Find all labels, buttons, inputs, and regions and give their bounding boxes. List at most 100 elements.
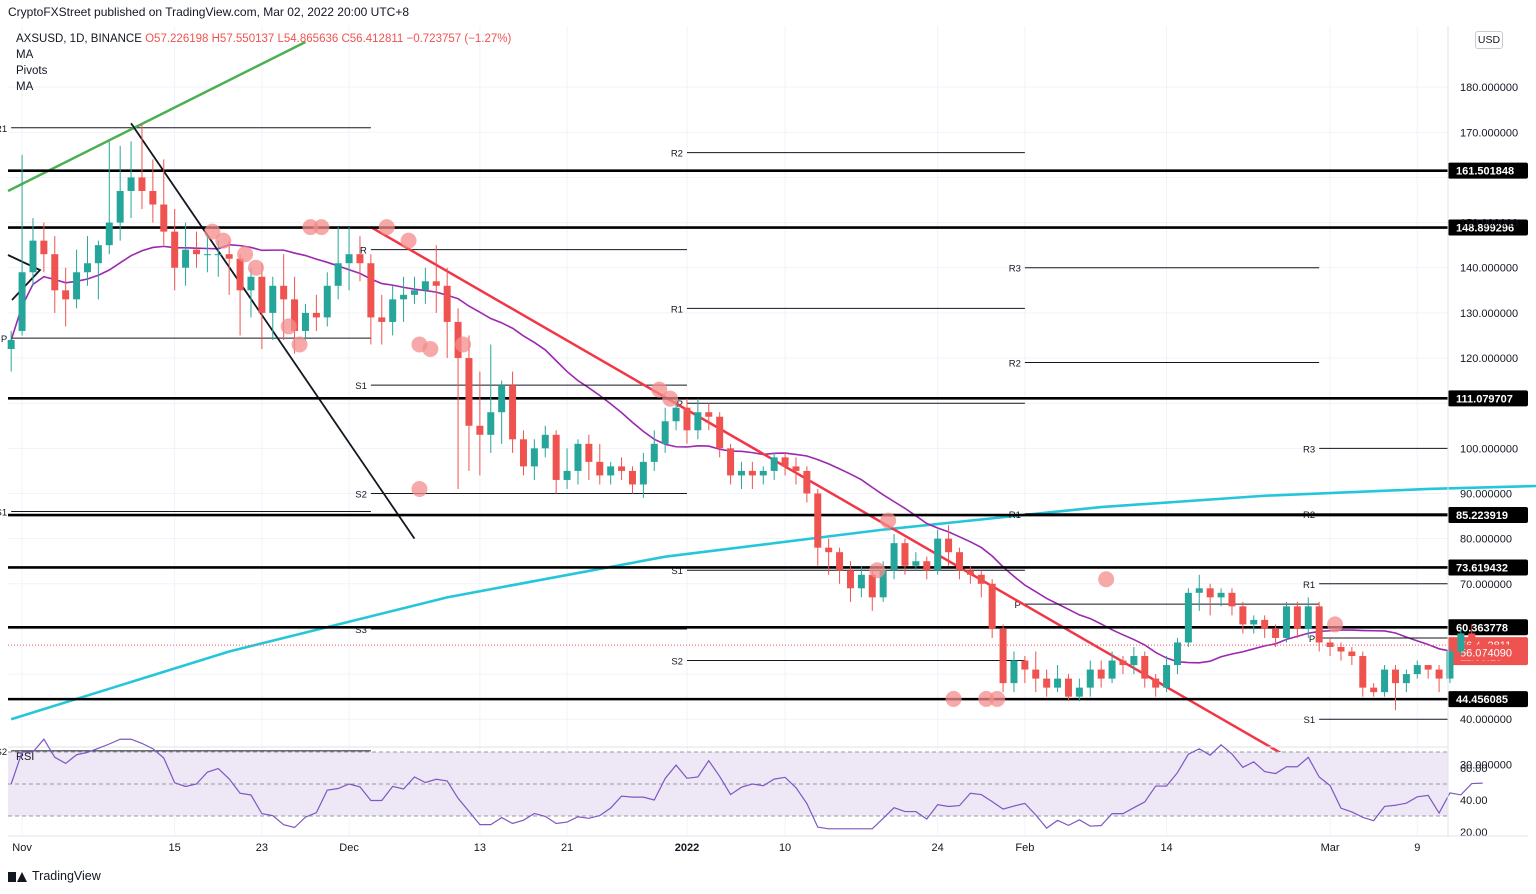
candle-body [1359,656,1367,688]
candle-body [498,385,506,413]
candle-body [323,285,331,318]
pivot-label: R1 [1303,580,1315,591]
candle-body [1381,669,1389,693]
touch-marker [455,336,472,353]
candle-body [1337,647,1345,652]
pivot-label: R1 [671,304,683,315]
price-tick-label: 180.000000 [1460,82,1518,94]
candle-body [421,281,429,291]
candle-body [1348,651,1356,657]
key-level-label: 44.456085 [1456,694,1508,706]
touch-marker [204,223,221,240]
candle-body [825,547,833,553]
candle-body [138,177,146,191]
key-level-tag [1448,219,1528,236]
candle-body [410,290,418,295]
key-level-label: 73.619432 [1456,562,1508,574]
candle-body [1457,633,1465,652]
price-tick-label: 80.000000 [1460,534,1512,546]
price-tick-label: 130.000000 [1460,308,1518,320]
pivot-label: S1 [0,508,7,519]
touch-marker [869,562,886,579]
candle-body [574,443,582,471]
key-level-label: 148.899296 [1456,223,1514,235]
candle-body [846,570,854,589]
candle-body [1261,619,1269,629]
legend-low: L54.865636 [277,33,339,45]
legend-indicator-ma[interactable]: MA [16,49,34,61]
price-tick-label: 70.000000 [1460,579,1512,591]
time-tick-label: Mar [1321,842,1340,854]
price-tick-label: 100.000000 [1460,443,1518,455]
candle-body [1141,656,1149,679]
touch-marker [411,480,428,497]
legend-close: C56.412811 [341,33,404,45]
candle-body [792,466,800,471]
key-level-label: 111.079707 [1456,393,1513,405]
candle-body [1293,606,1301,629]
legend-symbol[interactable]: AXSUSD, 1D, BINANCE [16,33,142,45]
ma-value-label: 56.074090 [1460,648,1512,660]
time-tick-label: 2022 [675,842,699,854]
candle-body [160,204,168,232]
ma-50-path [10,243,1483,664]
candle-body [1032,669,1040,679]
ma-200-line [10,484,1536,721]
candle-body [443,285,451,322]
chart-legend: AXSUSD, 1D, BINANCE O57.226198 H57.55013… [16,31,511,95]
candle-body [225,254,233,259]
ma-value-tag [1448,644,1528,661]
candle-body [1435,669,1443,679]
candle-body [356,254,364,264]
pivot-label: R [360,246,367,257]
legend-indicator-pivots[interactable]: Pivots [16,65,48,77]
candle-body [7,339,15,350]
legend-indicator-ma-2[interactable]: MA [16,81,34,93]
candle-body [378,317,386,322]
candle-body [1173,642,1181,666]
time-tick-label: 15 [169,842,181,854]
time-tick-label: Dec [339,842,359,854]
candle-body [116,190,124,223]
candle-body [1239,606,1247,625]
candle-body [149,190,157,205]
chart-grid [8,26,1448,836]
touch-marker [422,341,439,358]
price-axis: 180.000000 170.000000 150.000000 140.000000… [1447,26,1518,836]
pivot-label: S1 [355,381,367,392]
candle-body [1272,628,1280,638]
candle-body [192,249,200,255]
candle-body [1108,660,1116,679]
candle-body [1043,678,1051,688]
candle-body [1326,642,1334,647]
candle-body [476,425,484,435]
rsi-label: RSI [16,751,34,763]
key-level-tag [1448,559,1528,576]
candle-body [105,222,113,246]
candle-body [1402,674,1410,684]
candle-body [683,407,691,431]
legend-high: H57.550137 [211,33,275,45]
key-level-tag [1448,619,1528,636]
key-level-tag [1448,390,1528,407]
candle-body [465,358,473,426]
candle-body [236,258,244,291]
touch-marker [247,259,264,276]
candle-body [737,470,745,476]
candle-body [1075,687,1083,697]
time-axis: Nov 15 23 Dec 13 21 2022 10 24 Feb 14 Mar 9 [8,835,1528,854]
pivot-label: P [1015,600,1021,611]
footer-brand: TradingView [32,869,101,883]
candle-body [966,570,974,575]
candle-body [607,466,615,476]
currency-button[interactable]: USD [1475,31,1503,49]
candle-body [530,448,538,467]
price-tick-label: 170.000000 [1460,127,1518,139]
candle-body [1021,660,1029,670]
pivot-label: P [1309,634,1315,645]
rsi-tick-label: 20.00 [1460,827,1488,839]
candle-body [509,385,517,440]
key-level-tag [1448,162,1528,179]
touch-marker [1327,616,1344,633]
